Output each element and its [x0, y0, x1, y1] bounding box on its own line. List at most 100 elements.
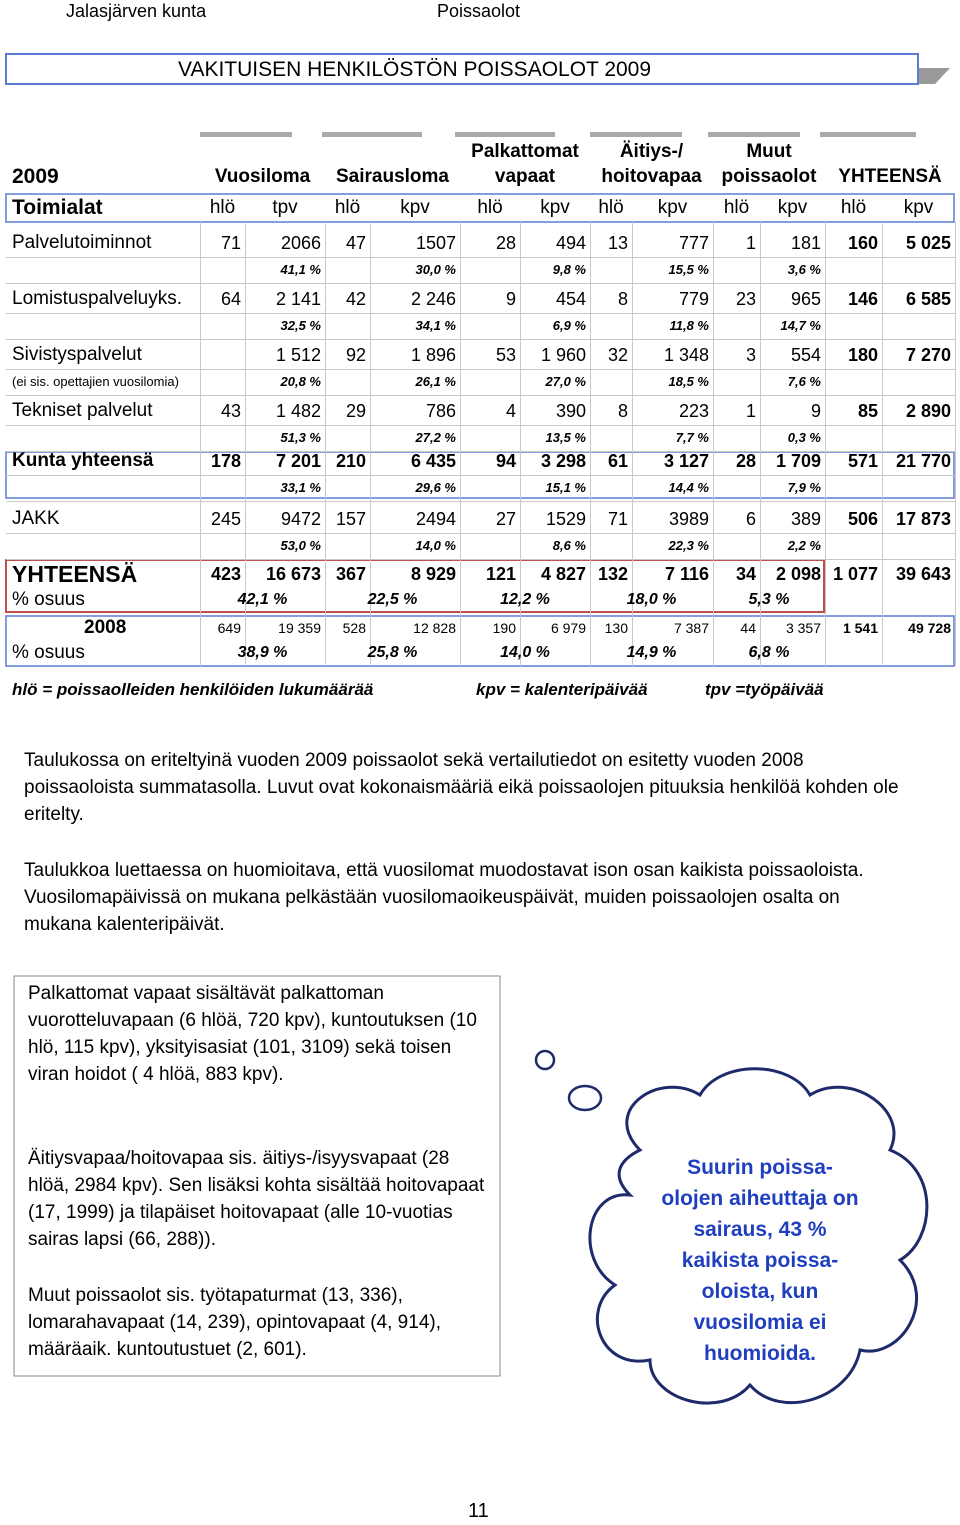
unit: kpv	[777, 197, 808, 218]
cell: 16 673	[265, 564, 321, 584]
cell: 390	[555, 401, 586, 421]
cell: 7 201	[275, 451, 321, 471]
cell: 27	[495, 509, 516, 529]
percent: 14,7 %	[780, 318, 821, 333]
cell: 2 141	[275, 289, 321, 309]
legend: kpv = kalenteripäivää	[476, 680, 648, 699]
cloud-bubble	[534, 1049, 556, 1071]
cell: 17 873	[895, 509, 951, 529]
cell: 146	[847, 289, 878, 309]
cell: 9472	[280, 509, 321, 529]
cell: 121	[485, 564, 516, 584]
cell: 3989	[668, 509, 709, 529]
percent: 27,2 %	[415, 430, 456, 445]
percent: 38,9 %	[237, 644, 288, 661]
cell: 2494	[415, 509, 456, 529]
rule	[955, 222, 956, 666]
unit: kpv	[540, 197, 570, 218]
cell: 649	[217, 620, 241, 636]
cell: 210	[335, 451, 366, 471]
rule	[325, 222, 326, 666]
rule	[6, 451, 955, 452]
note: Palkattomat vapaat sisältävät palkattoma…	[28, 983, 477, 1085]
column-group: hoitovapaa	[601, 166, 702, 187]
rule	[632, 222, 633, 666]
column-group: YHTEENSÄ	[838, 166, 942, 187]
cell: 494	[555, 233, 586, 253]
row-label: Lomistuspalveluyks.	[12, 288, 183, 309]
rule	[6, 533, 955, 534]
cell: 28	[495, 233, 516, 253]
percent: 9,8 %	[552, 262, 586, 277]
percent: 6,8 %	[748, 644, 790, 661]
percent: 42,1 %	[237, 591, 288, 608]
rule	[6, 313, 955, 314]
cell: 28	[735, 451, 756, 471]
percent: 14,4 %	[668, 480, 709, 495]
section: Poissaolot	[437, 1, 521, 21]
rule	[590, 222, 591, 666]
sum-box	[5, 559, 825, 613]
cell: 6	[745, 509, 756, 529]
column-group: Muut	[746, 141, 792, 162]
cell: 29	[345, 401, 366, 421]
unit: hlö	[334, 197, 361, 218]
percent: 15,1 %	[545, 480, 586, 495]
percent: 25,8 %	[367, 644, 418, 661]
cell: 1	[745, 401, 756, 421]
rule	[200, 222, 201, 666]
column-group: vapaat	[494, 166, 556, 187]
unit: hlö	[598, 197, 624, 218]
percent: 32,5 %	[280, 318, 321, 333]
cell: 454	[555, 289, 586, 309]
cell: 49 728	[908, 620, 951, 636]
cell: 8	[617, 401, 628, 421]
cell: 47	[345, 233, 366, 253]
column-group: Palkattomat	[471, 141, 579, 162]
cell: 61	[607, 451, 628, 471]
cell: 34	[735, 564, 756, 584]
cell: 3	[745, 345, 756, 365]
unit: kpv	[657, 197, 688, 218]
title-box	[5, 53, 919, 85]
cell: 9	[505, 289, 516, 309]
cell: 6 979	[550, 620, 586, 636]
legend: tpv =työpäivää	[705, 680, 824, 699]
cell: 7 116	[664, 564, 709, 584]
notes-box	[13, 975, 501, 1377]
cell: 571	[847, 451, 878, 471]
cloud-bubble	[567, 1084, 603, 1112]
year: 2009	[12, 165, 59, 188]
percent: 7,6 %	[787, 374, 821, 389]
paragraph: Taulukossa on eriteltyinä vuoden 2009 po…	[24, 750, 899, 825]
cell: 7 387	[673, 620, 709, 636]
percent: 30,0 %	[415, 262, 456, 277]
cell: 4 827	[540, 564, 586, 584]
cell: 554	[790, 345, 821, 365]
title-shadow	[918, 68, 950, 84]
cell: 1 348	[663, 345, 709, 365]
cell: 1 512	[275, 345, 321, 365]
header-tabs	[200, 132, 916, 137]
cell: 53	[495, 345, 516, 365]
unit: hlö	[723, 197, 750, 218]
note: Muut poissaolot sis. työtapaturmat (13, …	[28, 1285, 441, 1360]
percent: 34,1 %	[415, 318, 456, 333]
percent: 12,2 %	[500, 591, 550, 608]
row-label: Kunta yhteensä	[12, 450, 154, 471]
cell: 2 098	[775, 564, 821, 584]
rule	[520, 222, 521, 666]
cell: 779	[678, 289, 709, 309]
percent: 8,6 %	[552, 538, 586, 553]
cell: 71	[220, 233, 241, 253]
cell: 8 929	[410, 564, 456, 584]
cell: 9	[810, 401, 821, 421]
percent: 6,9 %	[552, 318, 586, 333]
rule	[245, 222, 246, 666]
rule	[6, 475, 955, 476]
row-header: Toimialat	[12, 196, 103, 219]
cell: 6 585	[905, 289, 951, 309]
percent: 18,5 %	[668, 374, 709, 389]
unit: hlö	[840, 197, 867, 218]
